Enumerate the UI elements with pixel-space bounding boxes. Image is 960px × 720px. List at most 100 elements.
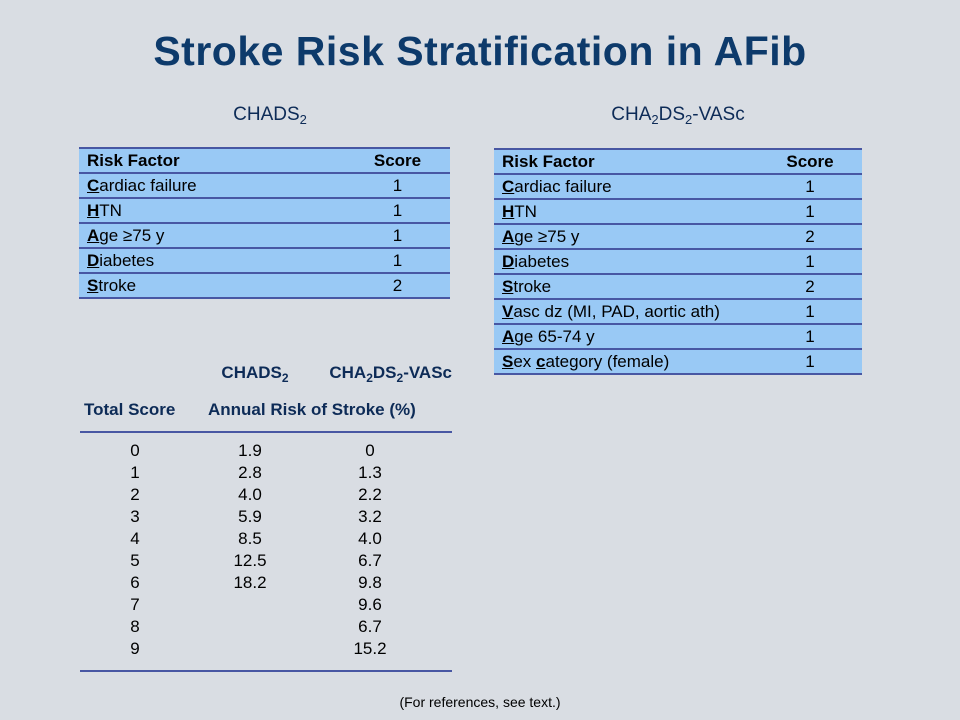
- total-score-cell: 9: [130, 639, 140, 658]
- table-row: Stroke 2: [494, 274, 862, 300]
- factor-text: ge ≥75 y: [514, 226, 580, 246]
- risk-col-vasc: CHA2DS2-VASc: [310, 363, 452, 385]
- vasc-col-score: Score: [758, 148, 862, 175]
- chads2-risk-cell: 1.9: [238, 441, 262, 460]
- factor-text: TN: [99, 200, 122, 220]
- table-row: Vasc dz (MI, PAD, aortic ath) 1: [494, 299, 862, 325]
- table-row: 2 4.0 2.2: [80, 485, 452, 508]
- table-row: 8 6.7: [80, 617, 452, 640]
- factor-text: TN: [514, 201, 537, 221]
- factor-text: ge ≥75 y: [99, 225, 165, 245]
- chads2-header-row: Risk Factor Score: [79, 147, 450, 174]
- vasc-risk-cell: 3.2: [358, 507, 382, 526]
- annual-risk-table: CHADS 2 CHA2DS2-VASc Total Score Annual R…: [80, 360, 452, 674]
- risk-factor-cell: Sex category (female): [494, 349, 758, 375]
- table-row: HTN 1: [79, 198, 450, 224]
- risk-factor-cell: Cardiac failure: [494, 174, 758, 200]
- total-score-cell: 1: [130, 463, 140, 482]
- risk-factor-cell: Age 65-74 y: [494, 324, 758, 350]
- total-score-cell: 3: [130, 507, 140, 526]
- risk-col-vasc-sub1: 2: [366, 371, 373, 385]
- table-row: 6 18.2 9.8: [80, 573, 452, 596]
- risk-factor-cell: Vasc dz (MI, PAD, aortic ath): [494, 299, 758, 325]
- score-cell: 1: [758, 299, 862, 325]
- mnemonic-letter: A: [502, 326, 515, 346]
- score-cell: 1: [758, 349, 862, 375]
- score-cell: 1: [345, 173, 450, 199]
- risk-factor-cell: Stroke: [79, 273, 345, 299]
- chads2-risk-cell: 18.2: [233, 573, 267, 592]
- annual-risk-label: Annual Risk of Stroke (%): [208, 400, 416, 419]
- score-cell: 1: [758, 249, 862, 275]
- table-row: Sex category (female) 1: [494, 349, 862, 375]
- mnemonic-letter: V: [502, 301, 514, 321]
- risk-factor-cell: HTN: [494, 199, 758, 225]
- vasc-risk-cell: 1.3: [358, 463, 382, 482]
- mnemonic-letter: S: [87, 275, 99, 295]
- chads2-risk-cell: 12.5: [233, 551, 267, 570]
- chads2-table: Risk Factor Score Cardiac failure 1 HTN 1 …: [79, 147, 450, 299]
- risk-factor-cell: HTN: [79, 198, 345, 224]
- total-score-cell: 2: [130, 485, 140, 504]
- total-score-cell: 7: [130, 595, 140, 614]
- chads2-risk-cell: 2.8: [238, 463, 262, 482]
- vasc-heading-c: -VASc: [692, 104, 745, 125]
- score-cell: 1: [758, 324, 862, 350]
- vasc-risk-cell: 15.2: [353, 639, 387, 658]
- risk-factor-cell: Stroke: [494, 274, 758, 300]
- table-row: 0 1.9 0: [80, 441, 452, 464]
- risk-factor-cell: Diabetes: [79, 248, 345, 274]
- vasc-heading-sub1: 2: [651, 112, 659, 127]
- mnemonic-letter: D: [502, 251, 515, 271]
- mnemonic-letter: S: [502, 351, 514, 371]
- table-row: 5 12.5 6.7: [80, 551, 452, 574]
- table-row: Cardiac failure 1: [494, 174, 862, 200]
- table-row: 4 8.5 4.0: [80, 529, 452, 552]
- vasc-risk-cell: 0: [365, 441, 375, 460]
- total-score-cell: 0: [130, 441, 140, 460]
- vasc-risk-cell: 4.0: [358, 529, 382, 548]
- vasc-risk-cell: 2.2: [358, 485, 382, 504]
- table-row: Cardiac failure 1: [79, 173, 450, 199]
- vasc-header-row: Risk Factor Score: [494, 148, 862, 175]
- chads2-risk-cell: 8.5: [238, 529, 262, 548]
- risk-factor-cell: Diabetes: [494, 249, 758, 275]
- table-row: HTN 1: [494, 199, 862, 225]
- chads2-heading: CHADS2: [170, 104, 370, 126]
- factor-text: troke: [98, 275, 137, 295]
- score-cell: 2: [345, 273, 450, 299]
- risk-factor-cell: Cardiac failure: [79, 173, 345, 199]
- factor-text: asc dz (MI, PAD, aortic ath): [513, 301, 720, 321]
- chads2-heading-main: CHADS: [233, 104, 300, 125]
- table-row: 1 2.8 1.3: [80, 463, 452, 486]
- vasc-table: Risk Factor Score Cardiac failure 1 HTN 1 …: [494, 148, 862, 375]
- score-cell: 2: [758, 274, 862, 300]
- risk-col-vasc-c: -VASc: [403, 363, 452, 382]
- chads2-col-factor: Risk Factor: [79, 147, 345, 174]
- total-score-cell: 8: [130, 617, 140, 636]
- chads2-col-score: Score: [345, 147, 450, 174]
- factor-text: ardiac failure: [514, 176, 612, 196]
- total-score-label: Total Score: [84, 400, 176, 419]
- vasc-heading-b: DS: [658, 104, 686, 125]
- score-cell: 1: [758, 174, 862, 200]
- table-row: Stroke 2: [79, 273, 450, 299]
- risk-col-chads2-main: CHADS: [221, 363, 282, 382]
- mnemonic-letter: C: [87, 175, 100, 195]
- mnemonic-letter: S: [502, 276, 514, 296]
- risk-factor-cell: Age ≥75 y: [79, 223, 345, 249]
- table-row: 3 5.9 3.2: [80, 507, 452, 530]
- table-row: 9 15.2: [80, 639, 452, 662]
- vasc-heading-sub2: 2: [685, 112, 693, 127]
- factor-text: troke: [513, 276, 552, 296]
- chads2-heading-sub: 2: [299, 112, 307, 127]
- mnemonic-letter: D: [87, 250, 100, 270]
- risk-col-vasc-sub2: 2: [396, 371, 404, 385]
- mnemonic-letter: A: [502, 226, 515, 246]
- vasc-col-factor: Risk Factor: [494, 148, 758, 175]
- factor-text: iabetes: [99, 250, 155, 270]
- vasc-risk-cell: 9.8: [358, 573, 382, 592]
- score-cell: 1: [758, 199, 862, 225]
